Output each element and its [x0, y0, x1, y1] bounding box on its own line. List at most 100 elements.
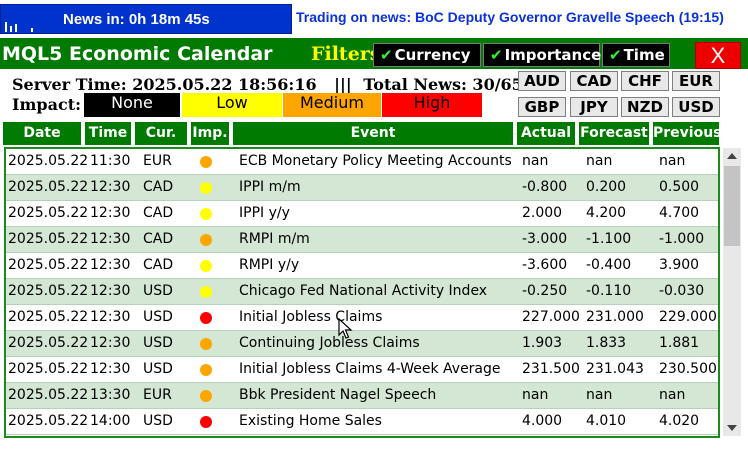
- row-currency: CAD: [143, 205, 174, 221]
- timer-tick: [31, 28, 33, 32]
- row-actual: -0.800: [522, 179, 568, 195]
- row-event: Chicago Fed National Activity Index: [239, 283, 488, 299]
- row-forecast: -0.400: [586, 257, 632, 273]
- impact-none-button[interactable]: None: [84, 93, 180, 117]
- currency-eur-button[interactable]: EUR: [672, 71, 720, 91]
- row-date: 2025.05.22: [8, 413, 89, 429]
- impact-low-icon: [200, 286, 212, 298]
- column-header-previous[interactable]: Previous: [652, 121, 722, 146]
- row-currency: USD: [143, 361, 173, 377]
- row-event: Initial Jobless Claims 4-Week Average: [239, 361, 501, 377]
- server-info: Server Time: 2025.05.22 18:56:16 ||| Tot…: [12, 75, 523, 94]
- row-event: IPPI y/y: [239, 205, 290, 221]
- table-row[interactable]: 2025.05.22 12:30 USD Continuing Jobless Cla…: [6, 331, 718, 357]
- impact-high-icon: [200, 312, 212, 324]
- row-previous: 229.000: [659, 309, 717, 325]
- row-currency: USD: [143, 283, 173, 299]
- table-row[interactable]: 2025.05.22 12:30 CAD RMPI y/y -3.600 -0.400 3.…: [6, 253, 718, 279]
- row-time: 12:30: [90, 309, 131, 325]
- filter-time-button[interactable]: ✔ Time: [602, 43, 670, 67]
- table-row[interactable]: 2025.05.22 12:30 USD Chicago Fed National A…: [6, 279, 718, 305]
- row-date: 2025.05.22: [8, 283, 89, 299]
- column-header-time[interactable]: Time: [84, 121, 132, 146]
- filters-label: Filters:: [311, 43, 388, 65]
- row-forecast: -1.100: [586, 231, 632, 247]
- currency-gbp-button[interactable]: GBP: [518, 97, 566, 117]
- table-row[interactable]: 2025.05.22 13:30 EUR Bbk President Nagel Sp…: [6, 383, 718, 409]
- vertical-scrollbar[interactable]: [723, 148, 741, 436]
- currency-cad-button[interactable]: CAD: [570, 71, 618, 91]
- impact-low-icon: [200, 208, 212, 220]
- row-forecast: nan: [586, 153, 613, 169]
- row-date: 2025.05.22: [8, 231, 89, 247]
- column-header-date[interactable]: Date: [2, 121, 82, 146]
- title-bar[interactable]: MQL5 Economic Calendar Filters: ✔ Currenc…: [0, 38, 748, 69]
- table-row[interactable]: 2025.05.22 12:30 USD Initial Jobless Claims…: [6, 305, 718, 331]
- row-forecast: -0.110: [586, 283, 632, 299]
- currency-aud-button[interactable]: AUD: [518, 71, 566, 91]
- filter-importance-button[interactable]: ✔ Importance: [483, 43, 601, 67]
- column-header-forecast[interactable]: Forecast: [578, 121, 650, 146]
- column-header-actual[interactable]: Actual: [516, 121, 576, 146]
- column-header-currency[interactable]: Cur.: [134, 121, 188, 146]
- filter-currency-button[interactable]: ✔ Currency: [373, 43, 481, 67]
- impact-medium-icon: [200, 390, 212, 402]
- table-row[interactable]: 2025.05.22 12:30 CAD RMPI m/m -3.000 -1.100 -1…: [6, 227, 718, 253]
- mouse-cursor-icon: [338, 318, 353, 339]
- row-previous: nan: [659, 387, 686, 403]
- row-time: 12:30: [90, 335, 131, 351]
- row-currency: EUR: [143, 387, 172, 403]
- row-currency: USD: [143, 309, 173, 325]
- row-previous: 230.500: [659, 361, 717, 377]
- row-time: 12:30: [90, 283, 131, 299]
- column-header-importance[interactable]: Imp.: [190, 121, 230, 146]
- impact-medium-icon: [200, 364, 212, 376]
- row-event: Continuing Jobless Claims: [239, 335, 420, 351]
- impact-medium-button[interactable]: Medium: [283, 93, 381, 117]
- row-time: 11:30: [90, 153, 131, 169]
- filter-time-label: Time: [623, 46, 665, 64]
- timer-tick: [5, 22, 7, 32]
- impact-label: Impact:: [12, 95, 82, 114]
- table-row[interactable]: 2025.05.22 12:30 CAD IPPI y/y 2.000 4.200 4.70…: [6, 201, 718, 227]
- currency-chf-button[interactable]: CHF: [621, 71, 669, 91]
- row-previous: 1.881: [659, 335, 700, 351]
- row-event: ECB Monetary Policy Meeting Accounts: [239, 153, 512, 169]
- server-time: Server Time: 2025.05.22 18:56:16: [12, 75, 317, 94]
- scroll-down-icon[interactable]: [727, 425, 737, 431]
- row-actual: 231.500: [522, 361, 580, 377]
- close-button[interactable]: X: [695, 42, 741, 69]
- scroll-up-icon[interactable]: [727, 153, 737, 159]
- row-time: 12:30: [90, 231, 131, 247]
- row-previous: 4.700: [659, 205, 700, 221]
- table-row[interactable]: 2025.05.22 14:00 USD Existing Home Sales 4.0…: [6, 409, 718, 435]
- row-event: Existing Home Sales: [239, 413, 382, 429]
- impact-high-button[interactable]: High: [382, 93, 482, 117]
- currency-jpy-button[interactable]: JPY: [570, 97, 618, 117]
- row-time: 12:30: [90, 361, 131, 377]
- row-forecast: 0.200: [586, 179, 627, 195]
- table-row[interactable]: 2025.05.22 12:30 USD Initial Jobless Claims…: [6, 357, 718, 383]
- scroll-thumb[interactable]: [724, 166, 740, 246]
- row-forecast: 4.010: [586, 413, 627, 429]
- impact-medium-icon: [200, 156, 212, 168]
- row-forecast: 231.043: [586, 361, 644, 377]
- row-actual: nan: [522, 387, 549, 403]
- table-row[interactable]: 2025.05.22 11:30 EUR ECB Monetary Policy Me…: [6, 149, 718, 175]
- row-actual: 1.903: [522, 335, 563, 351]
- row-date: 2025.05.22: [8, 335, 89, 351]
- filter-currency-label: Currency: [394, 46, 471, 64]
- row-time: 12:30: [90, 257, 131, 273]
- row-forecast: 4.200: [586, 205, 627, 221]
- row-event: Bbk President Nagel Speech: [239, 387, 437, 403]
- table-row[interactable]: 2025.05.22 12:30 CAD IPPI m/m -0.800 0.200 0.5…: [6, 175, 718, 201]
- row-actual: 227.000: [522, 309, 580, 325]
- currency-nzd-button[interactable]: NZD: [621, 97, 669, 117]
- row-actual: 4.000: [522, 413, 563, 429]
- row-date: 2025.05.22: [8, 205, 89, 221]
- row-currency: CAD: [143, 179, 174, 195]
- row-time: 12:30: [90, 179, 131, 195]
- currency-usd-button[interactable]: USD: [672, 97, 720, 117]
- impact-low-button[interactable]: Low: [182, 93, 282, 117]
- column-header-event[interactable]: Event: [232, 121, 514, 146]
